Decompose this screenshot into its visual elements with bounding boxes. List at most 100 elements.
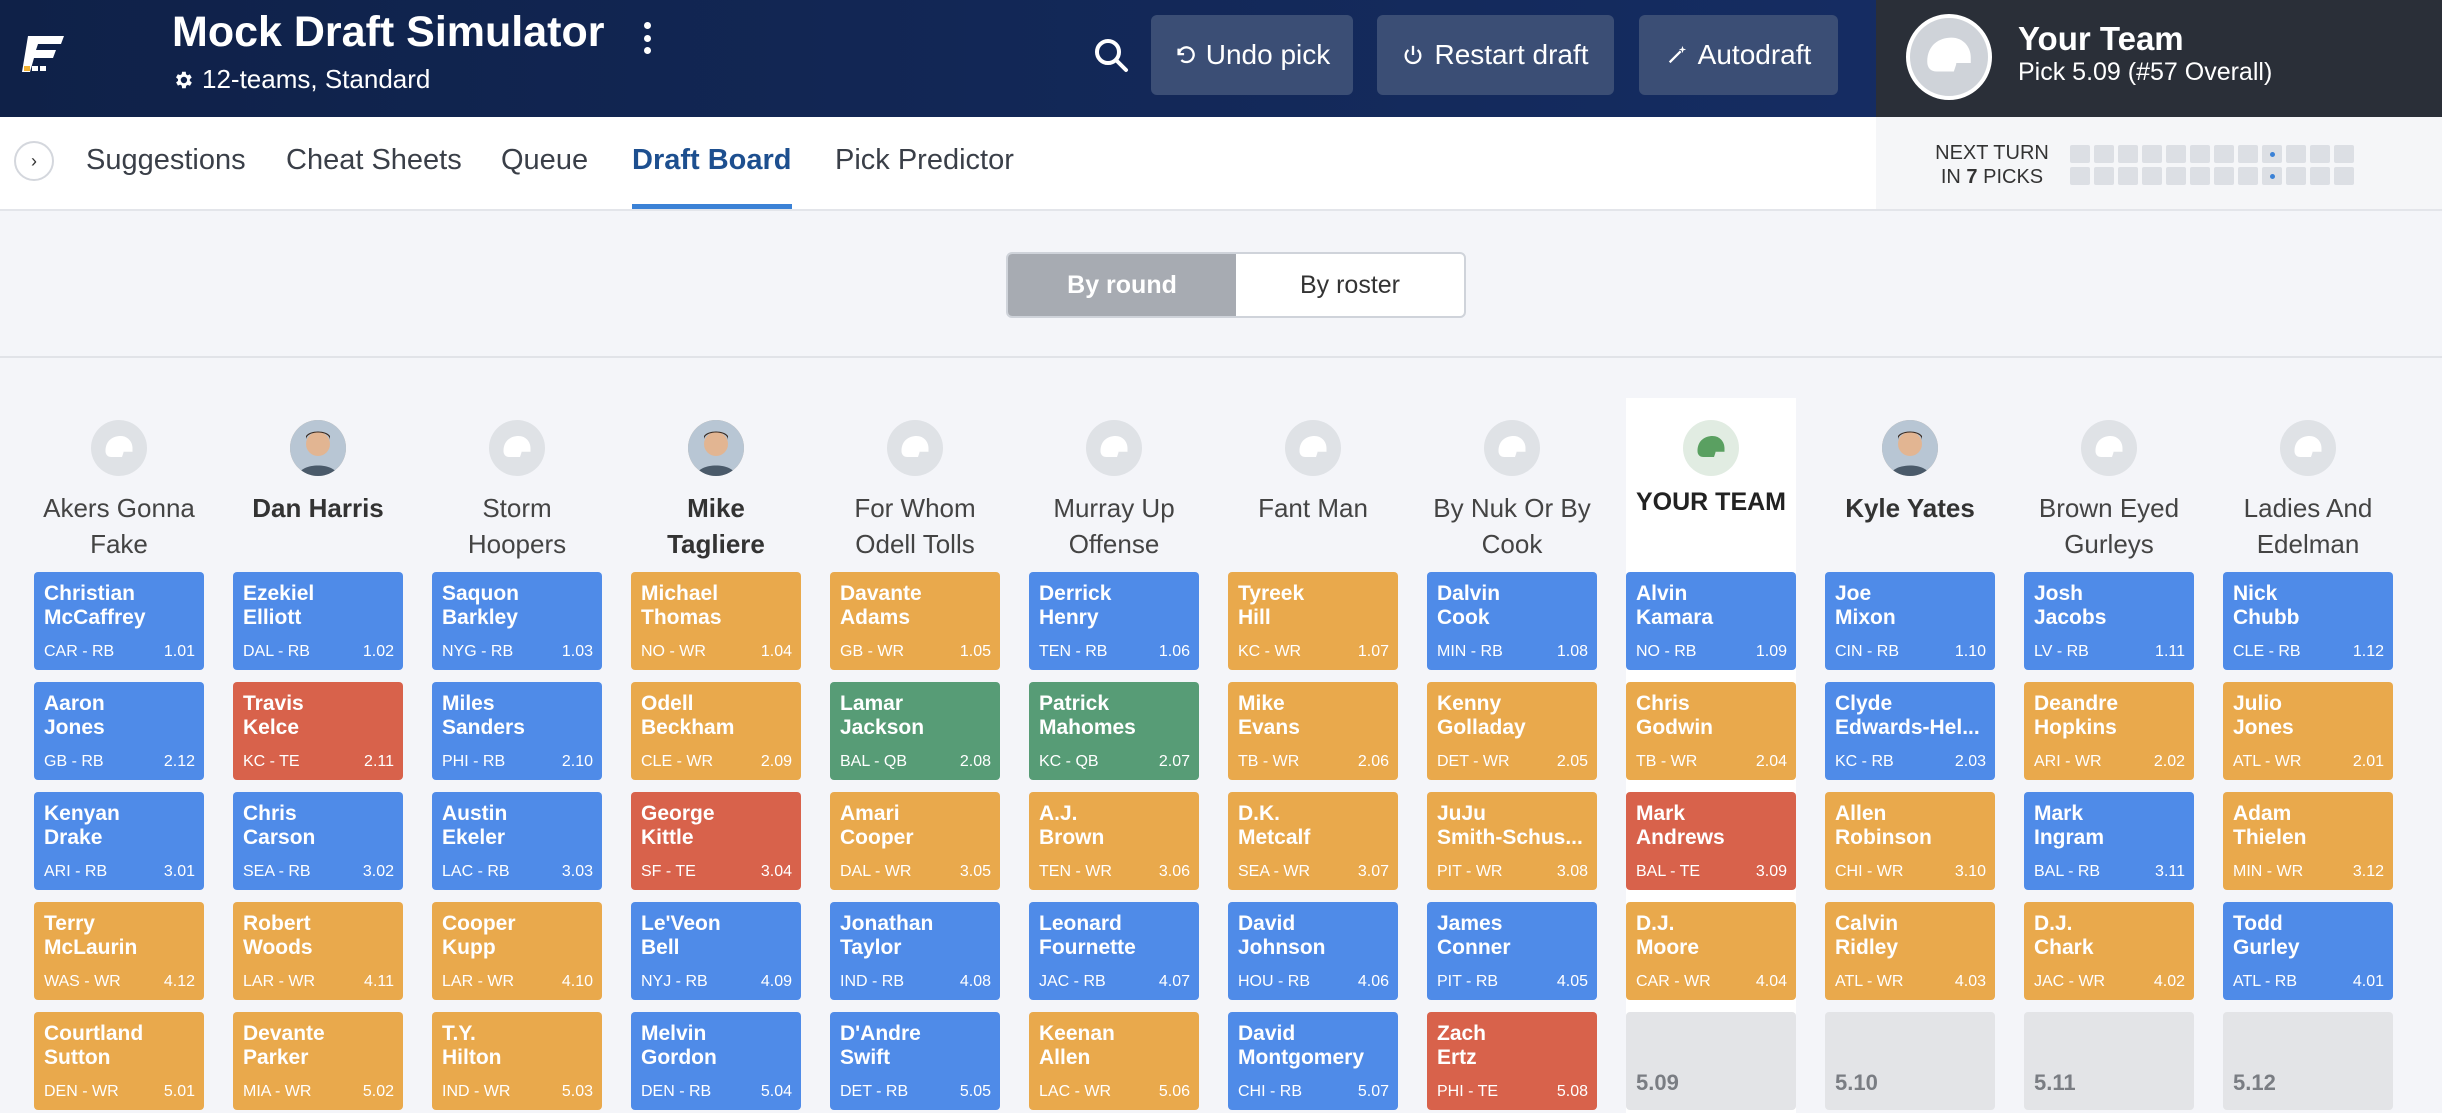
pick-card[interactable]: D.J. Chark JAC - WR 4.02 [2024, 902, 2194, 1000]
pick-card[interactable]: Devante Parker MIA - WR 5.02 [233, 1012, 403, 1110]
my-team-panel[interactable]: Your Team Pick 5.09 (#57 Overall) [1876, 0, 2442, 117]
player-name: Derrick Henry [1039, 582, 1112, 629]
pick-card[interactable]: Christian McCaffrey CAR - RB 1.01 [34, 572, 204, 670]
pick-card[interactable]: Alvin Kamara NO - RB 1.09 [1626, 572, 1796, 670]
autodraft-button[interactable]: Autodraft [1639, 15, 1838, 95]
pick-card[interactable]: Todd Gurley ATL - RB 4.01 [2223, 902, 2393, 1000]
pick-card[interactable]: Le'Veon Bell NYJ - RB 4.09 [631, 902, 801, 1000]
pick-card[interactable]: Dalvin Cook MIN - RB 1.08 [1427, 572, 1597, 670]
player-name: D'Andre Swift [840, 1022, 921, 1069]
pick-card[interactable]: Travis Kelce KC - TE 2.11 [233, 682, 403, 780]
tab-suggestions[interactable]: Suggestions [86, 144, 246, 176]
pick-card[interactable]: George Kittle SF - TE 3.04 [631, 792, 801, 890]
team-column-header[interactable]: Mike Tagliere [631, 398, 801, 562]
next-turn-cell [2166, 145, 2186, 163]
pick-card[interactable]: Clyde Edwards-Hel... KC - RB 2.03 [1825, 682, 1995, 780]
pick-card[interactable]: Aaron Jones GB - RB 2.12 [34, 682, 204, 780]
pick-card[interactable]: Nick Chubb CLE - RB 1.12 [2223, 572, 2393, 670]
pick-card[interactable]: David Johnson HOU - RB 4.06 [1228, 902, 1398, 1000]
pick-number: 3.03 [561, 863, 593, 880]
empty-pick-slot[interactable]: 5.09 [1626, 1012, 1796, 1110]
empty-pick-slot[interactable]: 5.10 [1825, 1012, 1995, 1110]
pick-card[interactable]: Zach Ertz PHI - TE 5.08 [1427, 1012, 1597, 1110]
pick-card[interactable]: D'Andre Swift DET - RB 5.05 [830, 1012, 1000, 1110]
pick-card[interactable]: Julio Jones ATL - WR 2.01 [2223, 682, 2393, 780]
pick-card[interactable]: Mike Evans TB - WR 2.06 [1228, 682, 1398, 780]
pick-card[interactable]: Tyreek Hill KC - WR 1.07 [1228, 572, 1398, 670]
pick-card[interactable]: Mark Ingram BAL - RB 3.11 [2024, 792, 2194, 890]
team-column-header[interactable]: Kyle Yates [1825, 398, 1995, 526]
pick-card[interactable]: Calvin Ridley ATL - WR 4.03 [1825, 902, 1995, 1000]
pick-card[interactable]: James Conner PIT - RB 4.05 [1427, 902, 1597, 1000]
player-name: Mike Evans [1238, 692, 1300, 739]
restart-draft-button[interactable]: Restart draft [1377, 15, 1614, 95]
pick-card[interactable]: Allen Robinson CHI - WR 3.10 [1825, 792, 1995, 890]
pick-card[interactable]: Ezekiel Elliott DAL - RB 1.02 [233, 572, 403, 670]
pick-card[interactable]: Miles Sanders PHI - RB 2.10 [432, 682, 602, 780]
more-options-icon[interactable] [632, 18, 662, 58]
pick-card[interactable]: Kenny Golladay DET - WR 2.05 [1427, 682, 1597, 780]
tab-pick-predictor[interactable]: Pick Predictor [835, 144, 1014, 176]
pick-card[interactable]: A.J. Brown TEN - WR 3.06 [1029, 792, 1199, 890]
pick-card[interactable]: Jonathan Taylor IND - RB 4.08 [830, 902, 1000, 1000]
pick-card[interactable]: Michael Thomas NO - WR 1.04 [631, 572, 801, 670]
pick-card[interactable]: Kenyan Drake ARI - RB 3.01 [34, 792, 204, 890]
pick-card[interactable]: Amari Cooper DAL - WR 3.05 [830, 792, 1000, 890]
tab-queue[interactable]: Queue [501, 144, 589, 176]
player-team-position: DAL - RB [243, 643, 310, 660]
team-column-header[interactable]: Ladies And Edelman [2223, 398, 2393, 562]
empty-pick-slot[interactable]: 5.11 [2024, 1012, 2194, 1110]
pick-card[interactable]: Chris Godwin TB - WR 2.04 [1626, 682, 1796, 780]
draft-settings[interactable]: 12-teams, Standard [172, 64, 430, 95]
team-column-header[interactable]: Brown Eyed Gurleys [2024, 398, 2194, 562]
pick-card[interactable]: Terry McLaurin WAS - WR 4.12 [34, 902, 204, 1000]
team-column-header[interactable]: By Nuk Or By Cook [1427, 398, 1597, 562]
tab-draft-board[interactable]: Draft Board [632, 144, 792, 176]
next-turn-cell [2070, 167, 2090, 185]
pick-card[interactable]: Davante Adams GB - WR 1.05 [830, 572, 1000, 670]
team-column-header[interactable]: For Whom Odell Tolls [830, 398, 1000, 562]
pick-card[interactable]: Mark Andrews BAL - TE 3.09 [1626, 792, 1796, 890]
pick-card[interactable]: Josh Jacobs LV - RB 1.11 [2024, 572, 2194, 670]
pick-card[interactable]: T.Y. Hilton IND - WR 5.03 [432, 1012, 602, 1110]
pick-card[interactable]: D.J. Moore CAR - WR 4.04 [1626, 902, 1796, 1000]
undo-pick-button[interactable]: Undo pick [1151, 15, 1353, 95]
pick-card[interactable]: Saquon Barkley NYG - RB 1.03 [432, 572, 602, 670]
player-name: Odell Beckham [641, 692, 735, 739]
pick-card[interactable]: Robert Woods LAR - WR 4.11 [233, 902, 403, 1000]
pick-card[interactable]: Chris Carson SEA - RB 3.02 [233, 792, 403, 890]
pick-card[interactable]: Melvin Gordon DEN - RB 5.04 [631, 1012, 801, 1110]
pick-card[interactable]: Patrick Mahomes KC - QB 2.07 [1029, 682, 1199, 780]
by-round-button[interactable]: By round [1008, 254, 1236, 316]
team-column-header[interactable]: Akers Gonna Fake [34, 398, 204, 562]
team-column-header[interactable]: Storm Hoopers [432, 398, 602, 562]
by-roster-button[interactable]: By roster [1299, 270, 1401, 299]
pick-card[interactable]: JuJu Smith-Schus... PIT - WR 3.08 [1427, 792, 1597, 890]
expand-sidebar-button[interactable]: › [14, 141, 54, 181]
player-name: JuJu Smith-Schus... [1437, 802, 1583, 849]
pick-number: 2.03 [1954, 753, 1986, 770]
pick-card[interactable]: Derrick Henry TEN - RB 1.06 [1029, 572, 1199, 670]
pick-card[interactable]: Lamar Jackson BAL - QB 2.08 [830, 682, 1000, 780]
player-team-position: MIN - RB [1437, 643, 1503, 660]
pick-card[interactable]: Odell Beckham CLE - WR 2.09 [631, 682, 801, 780]
team-column-header[interactable]: Dan Harris [233, 398, 403, 526]
pick-card[interactable]: Adam Thielen MIN - WR 3.12 [2223, 792, 2393, 890]
pick-card[interactable]: Keenan Allen LAC - WR 5.06 [1029, 1012, 1199, 1110]
empty-pick-slot[interactable]: 5.12 [2223, 1012, 2393, 1110]
search-icon[interactable] [1090, 34, 1134, 78]
fantasypros-logo-icon[interactable] [22, 30, 70, 78]
pick-card[interactable]: Cooper Kupp LAR - WR 4.10 [432, 902, 602, 1000]
pick-card[interactable]: Courtland Sutton DEN - WR 5.01 [34, 1012, 204, 1110]
tab-cheat-sheets[interactable]: Cheat Sheets [286, 144, 462, 176]
player-team-position: TEN - RB [1039, 643, 1108, 660]
pick-card[interactable]: Austin Ekeler LAC - RB 3.03 [432, 792, 602, 890]
team-column-header[interactable]: Fant Man [1228, 398, 1398, 526]
pick-card[interactable]: Joe Mixon CIN - RB 1.10 [1825, 572, 1995, 670]
pick-card[interactable]: Leonard Fournette JAC - RB 4.07 [1029, 902, 1199, 1000]
pick-card[interactable]: D.K. Metcalf SEA - WR 3.07 [1228, 792, 1398, 890]
pick-number: 1.12 [2352, 643, 2384, 660]
pick-card[interactable]: David Montgomery CHI - RB 5.07 [1228, 1012, 1398, 1110]
pick-card[interactable]: Deandre Hopkins ARI - WR 2.02 [2024, 682, 2194, 780]
team-column-header[interactable]: Murray Up Offense [1029, 398, 1199, 562]
